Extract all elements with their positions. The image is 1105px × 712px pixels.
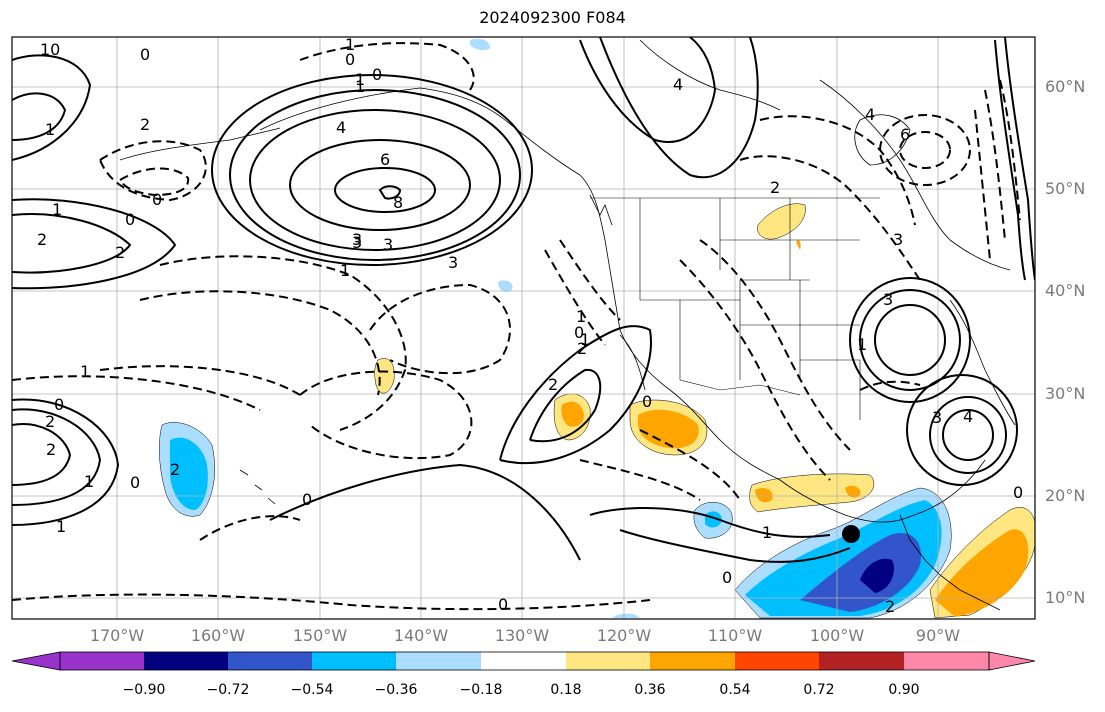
contour-label: 2 <box>577 339 587 358</box>
contour-label: 2 <box>885 597 895 616</box>
contour-label: 0 <box>498 595 508 614</box>
colorbar-tick-label: 0.54 <box>719 682 751 698</box>
lon-label-140w: 140°W <box>393 626 449 645</box>
contour-label: 2 <box>115 243 125 262</box>
colorbar <box>11 651 1036 671</box>
contour-label: 3 <box>893 230 903 249</box>
contour-label: 1 <box>857 335 867 354</box>
contour-label: 0 <box>54 395 64 414</box>
contour-label: 1 <box>84 472 94 491</box>
graticule <box>12 37 1035 619</box>
colorbar-tick-label: 0.36 <box>634 682 666 698</box>
lon-label-130w: 130°W <box>494 626 550 645</box>
contour-label: 4 <box>336 118 346 137</box>
lat-label-40n: 40°N <box>1045 281 1086 300</box>
contour-label: 1 <box>45 120 55 139</box>
contour-label: 2 <box>770 178 780 197</box>
colorbar-tick-label: −0.36 <box>374 682 418 698</box>
lat-label-60n: 60°N <box>1045 77 1086 96</box>
colorbar-tick-label: 0.72 <box>803 682 835 698</box>
lon-label-160w: 160°W <box>190 626 246 645</box>
colorbar-segment <box>735 652 819 670</box>
contour-label: 3 <box>448 253 458 272</box>
contour-label: 1 <box>355 77 365 96</box>
colorbar-extend-low <box>11 651 61 671</box>
contour-label: 1 <box>355 70 365 89</box>
lat-label-20n: 20°N <box>1045 486 1086 505</box>
coastlines <box>119 39 1016 611</box>
colorbar-segment <box>396 652 481 670</box>
lon-label-90w: 90°W <box>915 626 961 645</box>
contour-label: 10 <box>40 40 60 59</box>
lat-label-10n: 10°N <box>1045 588 1086 607</box>
colorbar-segment <box>481 652 566 670</box>
lon-label-150w: 150°W <box>292 626 348 645</box>
contour-label: 1 <box>345 35 355 54</box>
contour-label: 6 <box>900 125 910 144</box>
contour-label: 0 <box>302 490 312 509</box>
contour-label: 1 <box>56 517 66 536</box>
colorbar-tick-label: 0.90 <box>888 682 920 698</box>
contour-label: 4 <box>865 105 875 124</box>
storm-center-marker <box>842 525 860 543</box>
contour-label: 4 <box>963 407 973 426</box>
map-frame <box>11 36 1036 620</box>
colorbar-tick-label: −0.90 <box>122 682 166 698</box>
contour-label: 4 <box>673 75 683 94</box>
colorbar-tick-label: 0.18 <box>550 682 582 698</box>
colorbar-segment <box>566 652 650 670</box>
lon-label-110w: 110°W <box>707 626 763 645</box>
lon-label-170w: 170°W <box>89 626 145 645</box>
colorbar-tick-label: −0.18 <box>459 682 503 698</box>
lat-label-30n: 30°N <box>1045 384 1086 403</box>
colorbar-segment <box>228 652 312 670</box>
contour-label: 8 <box>393 193 403 212</box>
contour-label: 0 <box>642 392 652 411</box>
contour-label: 0 <box>130 473 140 492</box>
contour-label: 0 <box>345 50 355 69</box>
contour-labels: 10 0 1 0 1 0 2 1 0 4 6 8 3 3 1 3 1 0 2 2… <box>37 35 1023 616</box>
contour-label: 0 <box>152 190 162 209</box>
lon-label-100w: 100°W <box>809 626 865 645</box>
contour-label: 2 <box>46 440 56 459</box>
contour-label: 1 <box>52 200 62 219</box>
contours <box>12 37 1035 611</box>
colorbar-segment <box>650 652 735 670</box>
colorbar-extend-high <box>988 651 1036 671</box>
contour-label: 2 <box>548 375 558 394</box>
contour-label: 2 <box>140 115 150 134</box>
contour-label: 0 <box>125 210 135 229</box>
contour-label: 6 <box>380 150 390 169</box>
political-borders <box>590 197 880 420</box>
contour-label: 1 <box>762 523 772 542</box>
contour-label: 3 <box>883 290 893 309</box>
contour-label: 0 <box>574 323 584 342</box>
contour-label: 3 <box>383 235 393 254</box>
contour-label: 1 <box>340 261 350 280</box>
contour-label: 1 <box>576 307 586 326</box>
contour-label: 0 <box>722 568 732 587</box>
lon-label-120w: 120°W <box>596 626 652 645</box>
contour-label: 2 <box>45 412 55 431</box>
colorbar-tick-label: −0.72 <box>206 682 250 698</box>
contour-label: 3 <box>352 230 362 249</box>
contour-label: 2 <box>37 230 47 249</box>
colorbar-segment <box>144 652 228 670</box>
contour-label: 3 <box>932 408 942 427</box>
contour-label: 0 <box>140 45 150 64</box>
contour-label: 1 <box>580 330 590 349</box>
contour-label: 1 <box>80 362 90 381</box>
contour-label: 3 <box>352 233 362 252</box>
colorbar-segment <box>904 652 989 670</box>
contour-label: 2 <box>170 460 180 479</box>
map-title: 2024092300 F084 <box>479 8 626 27</box>
contour-label: 0 <box>372 65 382 84</box>
colorbar-segment <box>312 652 396 670</box>
contour-label: 0 <box>1013 483 1023 502</box>
colorbar-tick-label: −0.54 <box>290 682 334 698</box>
colorbar-segment <box>60 652 144 670</box>
colorbar-segment <box>819 652 904 670</box>
lat-label-50n: 50°N <box>1045 179 1086 198</box>
